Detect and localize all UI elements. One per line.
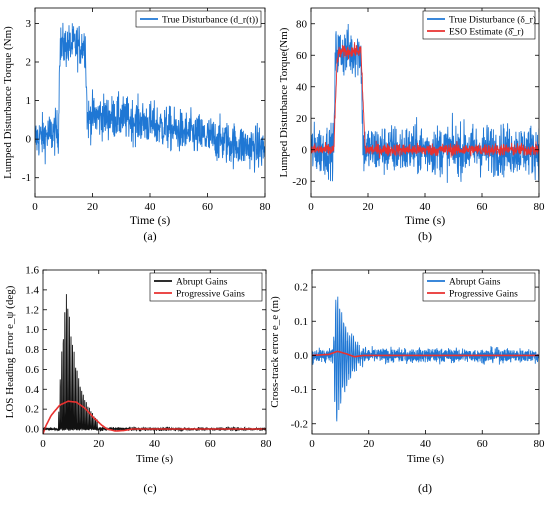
legend-label: Abrupt Gains xyxy=(449,278,501,288)
x-axis-label: Time (s) xyxy=(405,213,446,227)
x-tick-label: 60 xyxy=(202,201,214,213)
legend: True Disturbance (δ_r)ESO Estimate (δ̂_r… xyxy=(422,10,536,40)
y-tick-label: 20 xyxy=(296,113,308,125)
y-tick-label: -0.2 xyxy=(291,418,308,430)
y-axis-label: LOS Heading Error e_ψ (deg) xyxy=(4,285,16,418)
x-tick-label: 20 xyxy=(87,201,99,213)
x-axis: 0 20 40 60 80 xyxy=(308,8,545,213)
series-group xyxy=(311,23,539,183)
series-line-1 xyxy=(311,23,539,183)
y-tick-label: 0.2 xyxy=(25,404,39,416)
legend-box xyxy=(422,272,536,302)
y-tick-label: 0.8 xyxy=(25,344,39,356)
panel-a: 0 20 40 60 80 -1 0 1 2 3 Time (s) Lumped Disturbanc… xyxy=(2,7,271,243)
series-line-1 xyxy=(43,294,266,433)
y-tick-label: 40 xyxy=(296,81,308,93)
y-tick-label: 0.1 xyxy=(294,316,308,328)
panel-caption: (b) xyxy=(418,229,432,243)
x-tick-label: 40 xyxy=(145,201,157,213)
y-tick-label: 60 xyxy=(296,50,308,62)
y-axis-label: Cross-track error e_e (m) xyxy=(269,296,281,408)
legend-box xyxy=(149,272,263,302)
legend-label: Progressive Gains xyxy=(449,290,518,300)
legend-label: True Disturbance (d_r(t)) xyxy=(162,15,258,26)
legend-box xyxy=(422,10,536,40)
x-tick-label: 80 xyxy=(534,438,546,450)
x-tick-label: 80 xyxy=(261,438,273,450)
series-line-1 xyxy=(35,22,265,173)
y-tick-label: -1 xyxy=(22,172,31,184)
x-tick-label: 0 xyxy=(32,201,38,213)
legend-label: True Disturbance (δ_r) xyxy=(449,15,536,26)
x-tick-label: 0 xyxy=(308,201,314,213)
panel-caption: (a) xyxy=(143,229,156,243)
y-tick-label: 0.6 xyxy=(25,364,39,376)
x-tick-label: 80 xyxy=(534,201,546,213)
series-line-1 xyxy=(312,296,539,422)
y-tick-label: 1 xyxy=(26,95,32,107)
x-tick-label: 40 xyxy=(420,201,432,213)
y-tick-label: 2 xyxy=(26,57,32,69)
y-tick-label: 0.0 xyxy=(25,424,39,436)
x-tick-label: 40 xyxy=(420,438,432,450)
x-tick-label: 20 xyxy=(363,438,375,450)
y-tick-label: -20 xyxy=(292,176,307,188)
series-line-2 xyxy=(312,350,539,358)
series-group xyxy=(312,296,539,422)
series-line-2 xyxy=(43,400,266,434)
x-axis: 0 20 40 60 80 xyxy=(32,8,271,213)
x-axis-label: Time (s) xyxy=(407,453,445,465)
x-axis-label: Time (s) xyxy=(130,213,171,227)
y-axis: -1 0 1 2 3 xyxy=(22,18,265,184)
y-tick-label: 3 xyxy=(26,18,32,30)
y-tick-label: 0 xyxy=(302,144,308,156)
panel-b: 0 20 40 60 80 -20 0 20 40 60 80 Time (s) Lumped Dist… xyxy=(278,7,545,243)
x-tick-label: 60 xyxy=(205,438,217,450)
series-line-2 xyxy=(311,42,539,159)
series-group xyxy=(43,294,266,434)
y-axis-label: Lumped Disturbance Torque (Nm) xyxy=(2,26,14,179)
series-group xyxy=(35,22,265,173)
legend-box xyxy=(135,10,262,28)
legend: Abrupt Gains Progressive Gains xyxy=(149,272,263,302)
y-axis: -0.2 -0.1 0.0 0.1 0.2 xyxy=(291,282,539,430)
panel-caption: (d) xyxy=(418,481,432,495)
y-tick-label: 0.2 xyxy=(294,282,308,294)
x-tick-label: 80 xyxy=(260,201,272,213)
x-tick-label: 40 xyxy=(149,438,161,450)
y-tick-label: 0 xyxy=(26,134,32,146)
x-axis-label: Time (s) xyxy=(136,453,174,465)
x-tick-label: 60 xyxy=(477,438,489,450)
panel-caption: (c) xyxy=(143,481,156,495)
panel-d: 0 20 40 60 80 -0.2 -0.1 0.0 0.1 0.2 Time (s) Cross-… xyxy=(269,269,546,495)
y-tick-label: -0.1 xyxy=(291,384,308,396)
x-axis: 0 20 40 60 80 xyxy=(40,270,272,450)
x-tick-label: 20 xyxy=(93,438,105,450)
legend: True Disturbance (d_r(t)) xyxy=(135,10,262,28)
y-axis: 0.0 0.2 0.4 0.6 0.8 1.0 1.2 1.4 1.6 xyxy=(25,265,266,436)
legend-label: Abrupt Gains xyxy=(176,278,228,288)
y-tick-label: 0.0 xyxy=(294,350,308,362)
y-tick-label: 1.4 xyxy=(25,284,39,296)
y-tick-label: 1.6 xyxy=(25,265,39,277)
y-tick-label: 1.2 xyxy=(25,304,39,316)
y-axis-label: Lumped Disturbance Torque(Nm) xyxy=(278,27,290,177)
legend: Abrupt Gains Progressive Gains xyxy=(422,272,536,302)
y-tick-label: 1.0 xyxy=(25,324,39,336)
y-axis: -20 0 20 40 60 80 xyxy=(292,18,539,188)
x-tick-label: 0 xyxy=(40,438,46,450)
legend-label: ESO Estimate (δ̂_r) xyxy=(449,27,524,38)
y-tick-label: 80 xyxy=(296,18,308,30)
y-tick-label: 0.4 xyxy=(25,384,39,396)
x-tick-label: 60 xyxy=(477,201,489,213)
x-tick-label: 0 xyxy=(309,438,315,450)
panel-c: 0 20 40 60 80 0.0 0.2 0.4 0.6 0.8 1.0 1.2 1.4 1.6 Time… xyxy=(4,265,272,496)
legend-label: Progressive Gains xyxy=(176,290,245,300)
x-tick-label: 20 xyxy=(363,201,375,213)
